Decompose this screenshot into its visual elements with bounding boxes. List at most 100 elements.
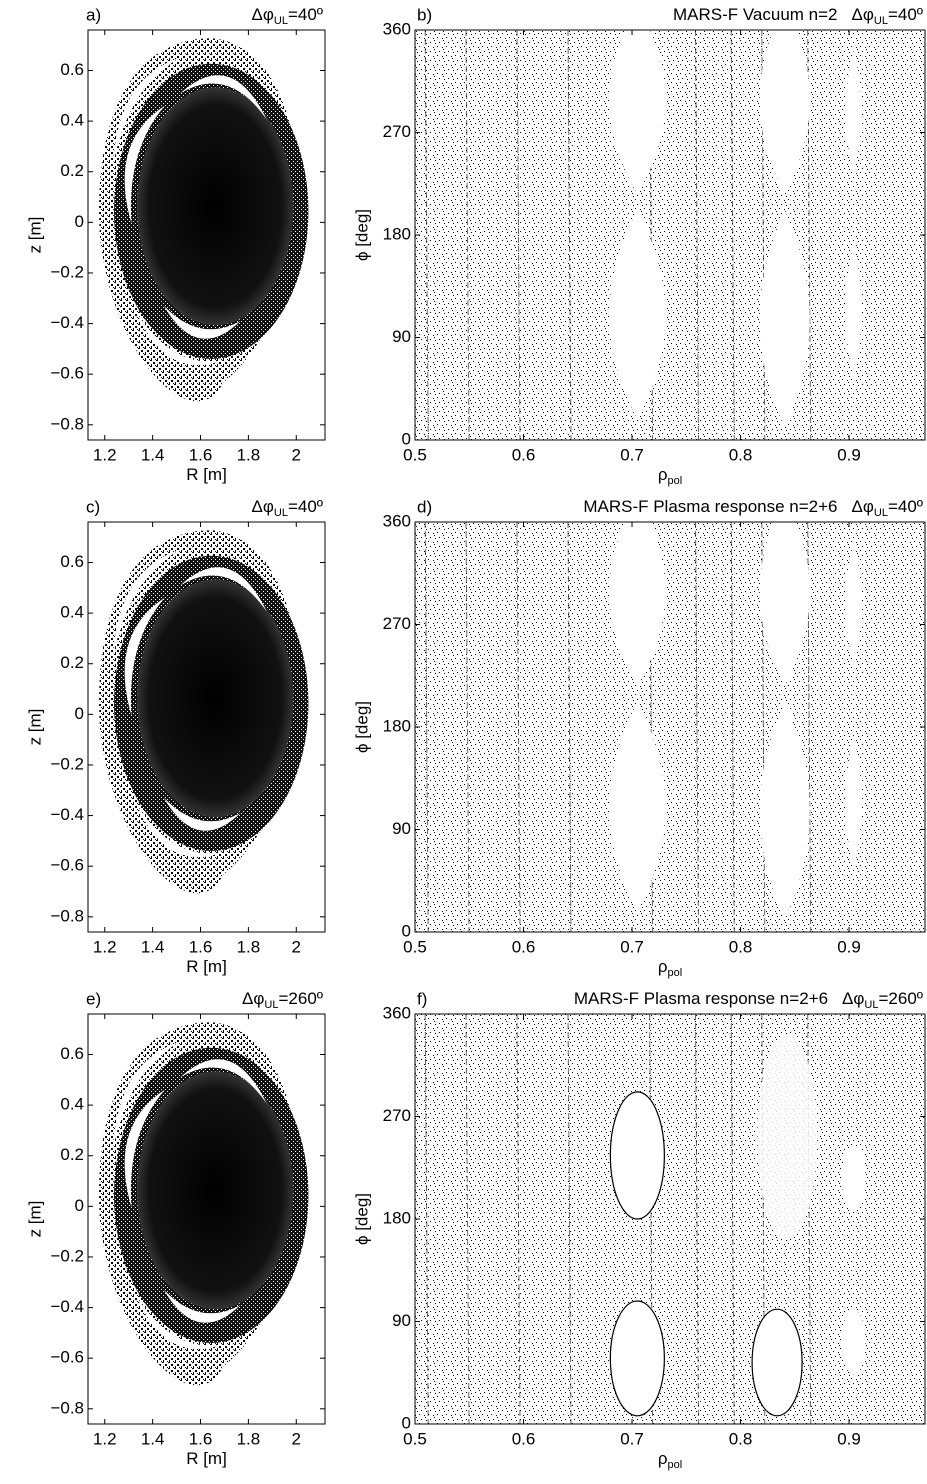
surface xyxy=(465,522,470,932)
y-tick-label: 0 xyxy=(402,921,411,940)
island xyxy=(112,1042,180,1151)
panel-label: d) xyxy=(417,497,432,516)
delta-value: =260º xyxy=(878,989,923,1008)
y-tick-label: 0.2 xyxy=(60,161,84,180)
x-tick-label: 1.8 xyxy=(237,1429,261,1448)
poincare-map xyxy=(415,522,925,932)
island xyxy=(757,1034,818,1240)
x-tick-label: 0.8 xyxy=(729,1429,753,1448)
x-tick-label: 1.4 xyxy=(141,937,165,956)
y-tick-label: 90 xyxy=(392,327,411,346)
delta-sub: UL xyxy=(274,507,288,519)
surface xyxy=(695,522,699,932)
island xyxy=(609,30,666,194)
x-tick-label: 0.5 xyxy=(403,445,427,464)
y-tick-label: −0.2 xyxy=(50,262,84,281)
y-tick-label: 0 xyxy=(402,429,411,448)
y-tick-label: 0.2 xyxy=(60,1145,84,1164)
delta-text: Δφ xyxy=(252,5,274,24)
island xyxy=(751,1308,803,1417)
x-tick-label: 2 xyxy=(292,445,301,464)
delta-text: Δφ xyxy=(842,989,864,1008)
y-tick-label: 90 xyxy=(392,819,411,838)
x-tick-label: 1.4 xyxy=(141,1429,165,1448)
x-tick-label: 2 xyxy=(292,937,301,956)
x-tick-label: 0.7 xyxy=(620,937,644,956)
island xyxy=(112,550,180,659)
island xyxy=(163,797,241,831)
y-tick-label: 0 xyxy=(75,1196,84,1215)
surface xyxy=(516,1014,521,1424)
surface xyxy=(730,30,735,440)
panel-label: c) xyxy=(86,497,100,516)
x-tick-label: 0.9 xyxy=(837,445,861,464)
panel-label: f) xyxy=(417,989,427,1008)
surface xyxy=(424,522,429,932)
island xyxy=(124,1089,165,1208)
y-tick-label: −0.4 xyxy=(50,313,84,332)
x-tick-label: 0.5 xyxy=(403,1429,427,1448)
surface xyxy=(567,1014,572,1424)
panel-title: ΔφUL=40º xyxy=(252,5,324,26)
panel-title: ΔφUL=40º xyxy=(252,497,324,518)
surface xyxy=(465,30,470,440)
title-text: MARS-F Vacuum n=2 xyxy=(673,5,838,24)
y-tick-label: 0 xyxy=(75,704,84,723)
y-axis-label: ϕ [deg] xyxy=(352,1193,371,1245)
island xyxy=(179,1059,267,1104)
surface xyxy=(567,522,572,932)
x-tick-label: 0.7 xyxy=(620,445,644,464)
x-tick-label: 0.5 xyxy=(403,937,427,956)
core-region xyxy=(137,87,294,326)
x-tick-label: 0.7 xyxy=(620,1429,644,1448)
y-tick-label: 0.4 xyxy=(60,1095,84,1114)
delta-sub: UL xyxy=(274,15,288,27)
island xyxy=(163,305,241,339)
island xyxy=(759,30,810,194)
island xyxy=(136,803,219,858)
x-axis-label: ρpol xyxy=(658,957,682,978)
surface xyxy=(516,30,521,440)
y-tick-label: −0.2 xyxy=(50,1246,84,1265)
delta-value: =40º xyxy=(888,497,923,516)
surface xyxy=(730,522,735,932)
x-axis-label-sub: pol xyxy=(667,475,682,487)
delta-text: Δφ xyxy=(242,989,264,1008)
surface xyxy=(465,1014,470,1424)
delta-sub: UL xyxy=(874,15,888,27)
island xyxy=(609,1300,665,1417)
surface xyxy=(424,1014,429,1424)
surface xyxy=(730,1014,735,1424)
x-tick-label: 0.6 xyxy=(512,1429,536,1448)
island xyxy=(845,243,862,379)
island xyxy=(841,1309,866,1375)
island xyxy=(179,75,267,120)
x-tick-label: 1.2 xyxy=(93,937,117,956)
island xyxy=(112,58,180,167)
island xyxy=(845,542,862,666)
delta-text: Δφ xyxy=(252,497,274,516)
x-axis-label-text: ρ xyxy=(658,1449,668,1468)
panel-title: MARS-F Plasma response n=2+6 ΔφUL=40º xyxy=(583,497,923,518)
island xyxy=(759,210,810,428)
x-tick-label: 1.4 xyxy=(141,445,165,464)
x-axis-label-text: ρ xyxy=(658,957,668,976)
x-axis-label-sub: pol xyxy=(667,1459,682,1471)
panel: 0.5 0.6 0.7 0.8 0.9 0 90 180 270 360 ρpol ϕ [deg] d)… xyxy=(352,497,926,979)
y-tick-label: −0.6 xyxy=(50,364,84,383)
x-tick-label: 1.6 xyxy=(189,937,213,956)
x-axis-label: R [m] xyxy=(186,957,227,976)
delta-sub: UL xyxy=(874,507,888,519)
island xyxy=(609,1091,665,1220)
y-tick-label: −0.6 xyxy=(50,856,84,875)
island xyxy=(136,1295,219,1350)
y-tick-label: 0.4 xyxy=(60,111,84,130)
y-tick-label: 0.2 xyxy=(60,653,84,672)
island xyxy=(759,522,810,686)
island xyxy=(179,567,267,612)
delta-text: Δφ xyxy=(852,5,874,24)
delta-text: Δφ xyxy=(852,497,874,516)
plot-frame xyxy=(87,521,326,933)
panel-label: e) xyxy=(86,989,101,1008)
core-region xyxy=(137,1071,294,1310)
